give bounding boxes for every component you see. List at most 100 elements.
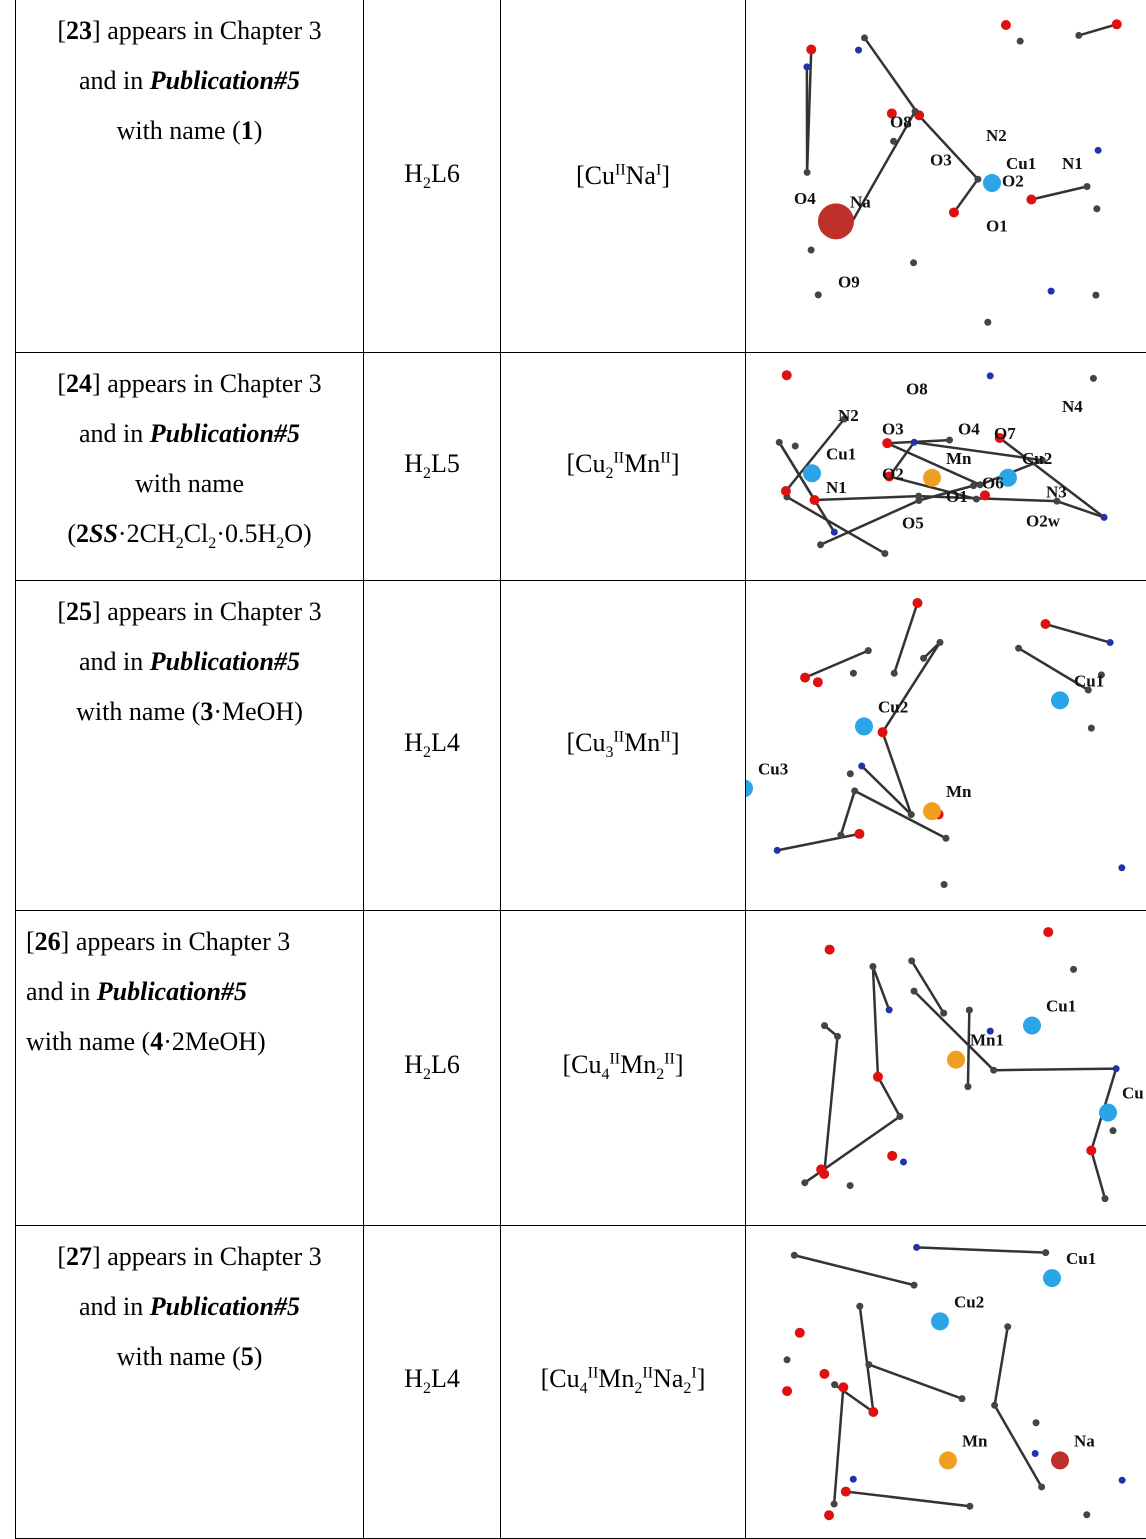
bond <box>787 497 885 554</box>
atom <box>851 787 858 794</box>
atom <box>855 46 862 53</box>
bold-italic-text: Publication#5 <box>150 647 300 676</box>
metal-atom <box>923 802 941 820</box>
atom <box>974 175 981 182</box>
atom-label: O8 <box>890 112 912 131</box>
ligand-cell: H2L4 <box>364 1225 501 1538</box>
text: ] <box>697 1364 706 1393</box>
atom <box>850 670 857 677</box>
text: L4 <box>431 728 460 757</box>
metal-atom <box>1023 1017 1041 1035</box>
subscript: 2 <box>423 1067 431 1084</box>
atom <box>1075 32 1082 39</box>
atom <box>834 1033 841 1040</box>
atom <box>847 770 854 777</box>
metal-atom <box>931 1312 949 1330</box>
atom <box>1086 1146 1096 1156</box>
atom-label: Na <box>1074 1431 1095 1450</box>
atom <box>861 34 868 41</box>
atom <box>991 1402 998 1409</box>
bond <box>824 1036 837 1174</box>
atom <box>940 1010 947 1017</box>
bond <box>860 1306 874 1412</box>
subscript: 2 <box>423 1381 431 1398</box>
bond <box>1079 24 1117 35</box>
text: H <box>404 1364 423 1393</box>
subscript: 2 <box>423 744 431 761</box>
atom <box>776 439 783 446</box>
description-line: [26] appears in Chapter 3 <box>26 917 363 967</box>
atom <box>868 1407 878 1417</box>
text: ] <box>675 1050 684 1079</box>
atom-label: Cu3 <box>758 759 788 778</box>
bond <box>917 1247 1046 1252</box>
bond <box>995 1405 1042 1487</box>
atom <box>856 1303 863 1310</box>
atom <box>810 495 820 505</box>
metal-atom <box>1043 1269 1061 1287</box>
atom <box>911 1282 918 1289</box>
text: H <box>404 1050 423 1079</box>
bold-italic-text: SS <box>89 519 118 548</box>
text: ] appears in Chapter 3 <box>61 927 291 956</box>
description-line: with name (3·MeOH) <box>16 687 363 737</box>
metal-atom <box>983 174 1001 192</box>
text: Mn <box>624 728 660 757</box>
bond <box>1046 624 1111 643</box>
bold-text: 25 <box>66 597 92 626</box>
description-line: with name (4·2MeOH) <box>26 1017 363 1067</box>
description-line: and in Publication#5 <box>16 1282 363 1332</box>
text: [Cu <box>566 449 605 478</box>
subscript: 3 <box>605 744 613 761</box>
atom <box>1088 725 1095 732</box>
atom <box>1038 1483 1045 1490</box>
text: and in <box>79 647 150 676</box>
atom <box>803 63 810 70</box>
atom <box>824 1510 834 1520</box>
atom <box>782 1386 792 1396</box>
bond <box>887 440 949 443</box>
bond <box>995 1327 1008 1406</box>
atom-label: N2 <box>986 126 1007 145</box>
atom-label: O4 <box>794 189 816 208</box>
superscript: II <box>588 1365 599 1382</box>
description-line: [24] appears in Chapter 3 <box>16 359 363 409</box>
subscript: 4 <box>580 1381 588 1398</box>
bond <box>869 1365 962 1399</box>
atom <box>966 1503 973 1510</box>
description-line: with name (5) <box>16 1332 363 1382</box>
atom-label: Mn <box>946 449 972 468</box>
atom-label: O6 <box>982 473 1004 492</box>
atom <box>815 291 822 298</box>
superscript: II <box>660 728 671 745</box>
text: with name <box>135 469 244 498</box>
atom <box>1043 927 1053 937</box>
compound-table: [2 3 ] appears in Chapter 3 and in Publicat… <box>15 0 1146 1539</box>
atom-label: O7 <box>994 424 1016 443</box>
complex-cell: [CuIINaI] <box>501 0 746 352</box>
subscript: 2 <box>605 465 613 482</box>
atom <box>1083 1511 1090 1518</box>
metal-atom <box>939 1451 957 1469</box>
atom <box>838 1382 848 1392</box>
atom <box>881 550 888 557</box>
atom <box>774 847 781 854</box>
atom <box>784 1356 791 1363</box>
text: [ <box>57 369 66 398</box>
description-line: (2SS·2CH2Cl2·0.5H2O) <box>16 509 363 569</box>
text: [ <box>26 927 35 956</box>
atom-label: O9 <box>838 272 860 291</box>
atom <box>900 1158 907 1165</box>
atom <box>781 486 791 496</box>
text: ·2CH <box>118 519 176 548</box>
atom <box>1107 639 1114 646</box>
atom <box>813 677 823 687</box>
text: Cl <box>184 519 209 548</box>
atom <box>878 727 888 737</box>
atom <box>964 1083 971 1090</box>
text: [ <box>57 16 66 45</box>
